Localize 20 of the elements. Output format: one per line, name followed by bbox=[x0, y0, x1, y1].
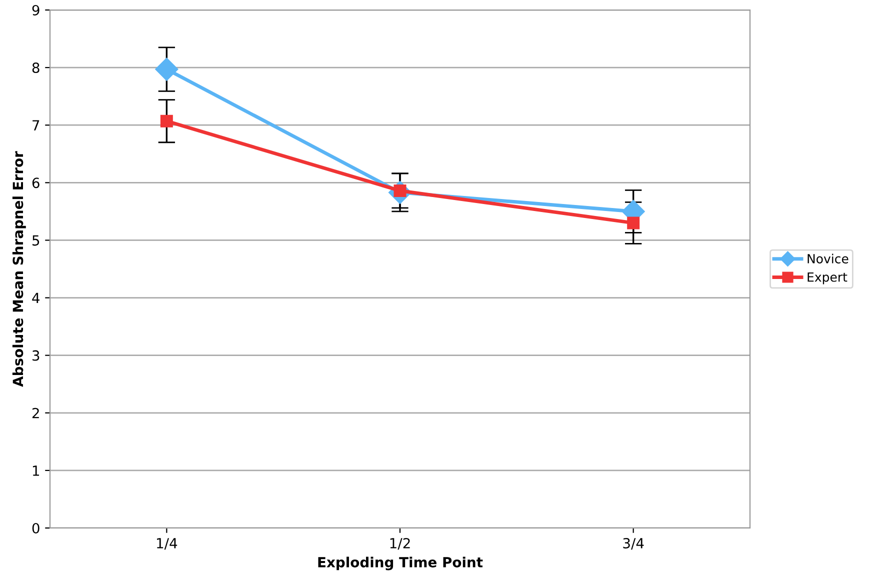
y-tick-label: 3 bbox=[32, 350, 40, 361]
y-tick-label: 1 bbox=[32, 466, 39, 476]
x-axis-title: Exploding Time Point bbox=[318, 556, 483, 570]
y-tick-label: 6 bbox=[32, 178, 40, 188]
y-tick-label: 8 bbox=[32, 62, 40, 74]
legend-label: Expert bbox=[808, 272, 848, 284]
x-tick-label: 1/4 bbox=[157, 538, 178, 550]
legend-label: Novice bbox=[808, 254, 848, 264]
y-tick-label: 0 bbox=[32, 522, 40, 534]
y-tick-label: 9 bbox=[32, 4, 40, 16]
point bbox=[155, 58, 178, 81]
y-tick-label: 4 bbox=[32, 292, 40, 304]
point bbox=[627, 216, 640, 230]
y-axis-title: Absolute Mean Shrapnel Error bbox=[12, 151, 26, 387]
x-tick-label: 3/4 bbox=[623, 538, 644, 550]
y-tick-label: 5 bbox=[32, 235, 40, 246]
y-tick-label: 7 bbox=[32, 120, 40, 130]
y-tick-label: 2 bbox=[32, 408, 39, 418]
point bbox=[160, 114, 173, 128]
x-tick-label: 1/2 bbox=[390, 538, 410, 550]
